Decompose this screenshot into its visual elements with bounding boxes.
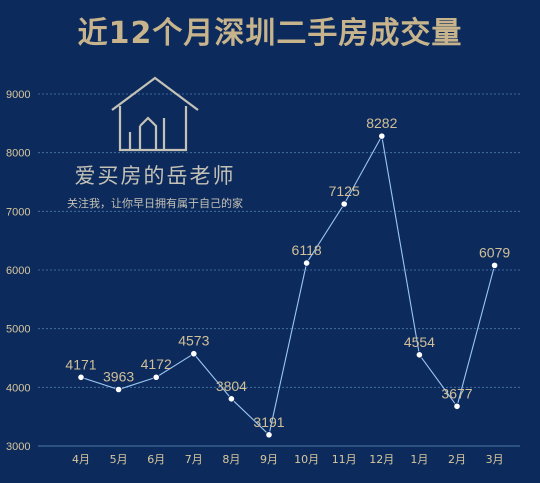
- y-tick-label: 3000: [6, 441, 30, 453]
- data-point: [490, 261, 499, 269]
- x-tick-label: 3月: [486, 453, 504, 466]
- x-tick-label: 7月: [185, 453, 203, 466]
- data-label: 6118: [292, 242, 322, 258]
- x-tick-label: 6月: [147, 453, 165, 466]
- x-tick-label: 12月: [369, 453, 394, 466]
- data-point: [77, 373, 85, 381]
- y-tick-label: 4000: [6, 382, 30, 394]
- data-labels: 4171 3963 4172 4573 3804 3191 6118 7125 8282 4554…: [65, 115, 510, 430]
- data-label: 4172: [141, 356, 172, 372]
- x-tick-label: 2月: [448, 453, 466, 466]
- data-point: [190, 350, 198, 358]
- data-label: 4573: [178, 333, 209, 349]
- data-point: [302, 259, 311, 267]
- x-tick-label: 4月: [72, 453, 90, 466]
- data-points: [77, 132, 499, 439]
- y-tick-label: 5000: [6, 324, 30, 336]
- x-tick-label: 5月: [110, 453, 128, 466]
- data-label: 7125: [329, 183, 360, 199]
- watermark: 爱买房的岳老师 关注我，让你早日拥有属于自己的家: [67, 76, 243, 210]
- x-tick-label: 9月: [260, 453, 278, 466]
- data-label: 3963: [103, 369, 134, 385]
- y-tick-label: 6000: [6, 265, 30, 277]
- data-point: [415, 351, 423, 359]
- data-point: [265, 431, 273, 439]
- data-point: [227, 395, 235, 403]
- data-label: 4171: [65, 356, 96, 372]
- y-tick-label: 8000: [6, 148, 30, 160]
- house-logo-icon: [111, 76, 199, 152]
- data-point: [115, 385, 123, 394]
- x-tick-label: 11月: [332, 453, 357, 466]
- y-axis-ticks: 3000 4000 5000 6000 7000 8000 9000: [6, 89, 30, 453]
- series-line: [80, 134, 496, 436]
- chart-title: 近12个月深圳二手房成交量: [77, 16, 463, 51]
- x-tick-label: 1月: [410, 453, 428, 466]
- data-point: [378, 132, 386, 140]
- y-tick-label: 7000: [6, 206, 30, 218]
- watermark-slogan: 关注我，让你早日拥有属于自己的家: [67, 196, 243, 210]
- x-tick-label: 10月: [294, 453, 319, 466]
- watermark-brand: 爱买房的岳老师: [75, 164, 236, 188]
- data-point: [152, 373, 160, 381]
- x-tick-label: 8月: [222, 453, 240, 466]
- data-label: 3677: [441, 385, 472, 401]
- data-label: 8282: [366, 115, 397, 131]
- data-point: [453, 402, 461, 410]
- data-label: 4554: [404, 334, 435, 350]
- data-point: [340, 200, 348, 208]
- y-tick-label: 9000: [6, 89, 30, 101]
- x-axis-ticks: 4月 5月 6月 7月 8月 9月 10月 11月 12月 1月 2月 3月: [72, 453, 504, 466]
- data-label: 3804: [216, 378, 247, 394]
- data-label: 6079: [479, 244, 510, 260]
- data-label: 3191: [253, 414, 284, 430]
